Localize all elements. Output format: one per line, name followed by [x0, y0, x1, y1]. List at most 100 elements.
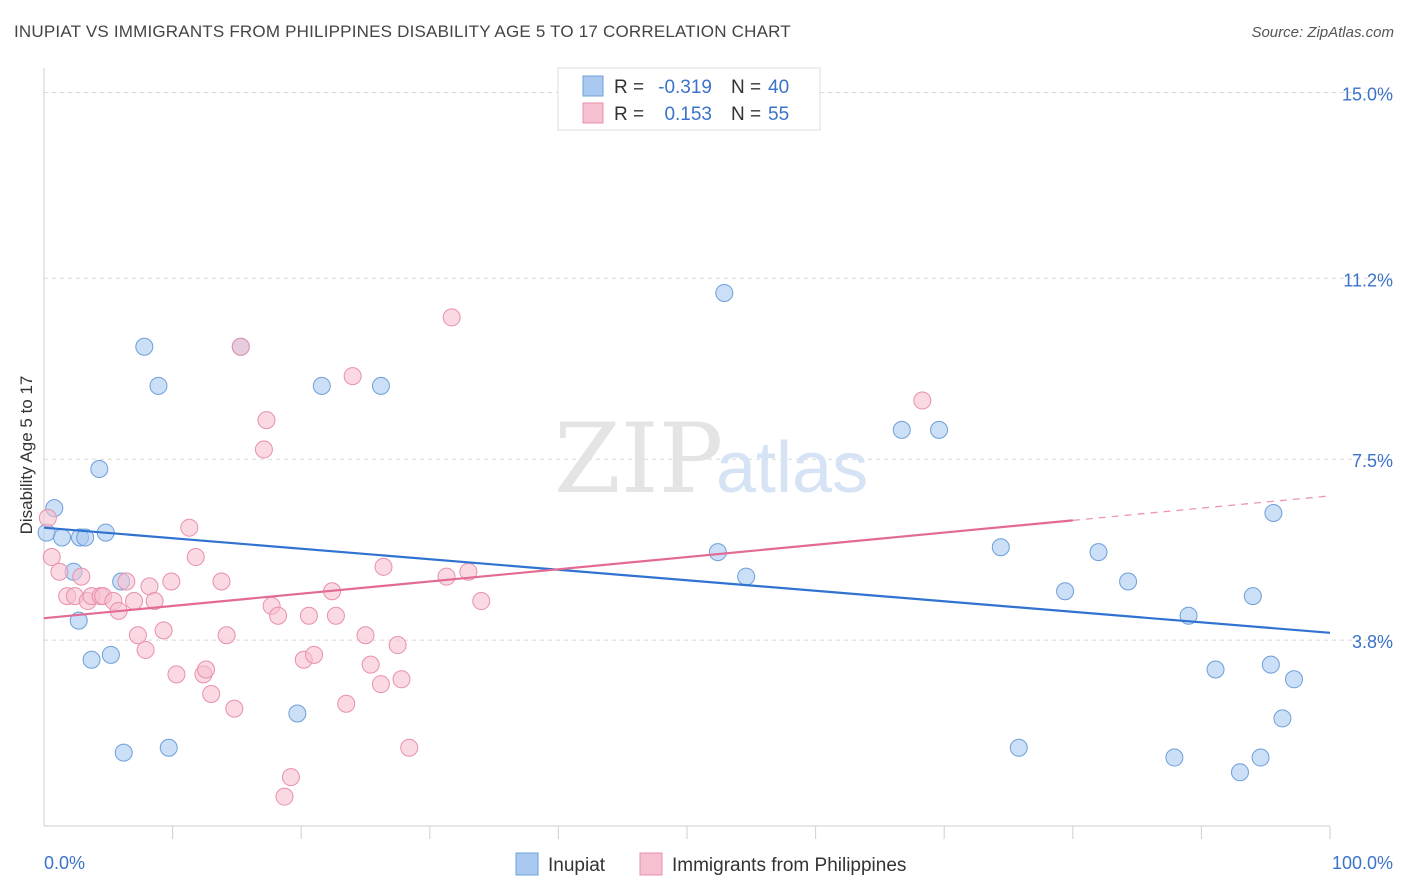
point-inupiat [149, 376, 168, 395]
stats-legend-swatch-inupiat [582, 75, 604, 97]
point-inupiat [1056, 582, 1075, 601]
point-inupiat [737, 567, 756, 586]
point-inupiat [76, 528, 95, 547]
point-inupiat [1284, 670, 1303, 689]
y-tick-label: 3.8% [1352, 632, 1393, 652]
point-inupiat [114, 743, 133, 762]
point-philippines [257, 411, 276, 430]
trend-line-philippines [43, 519, 1073, 620]
point-philippines [38, 508, 57, 527]
point-inupiat [1230, 763, 1249, 782]
stats-legend-r-label-philippines: R = [614, 104, 644, 125]
watermark-zip: ZIP [554, 403, 723, 515]
point-philippines [374, 557, 393, 576]
trend-lines [43, 495, 1331, 634]
point-philippines [388, 636, 407, 655]
point-philippines [231, 337, 250, 356]
point-philippines [913, 391, 932, 410]
point-inupiat [930, 420, 949, 439]
point-inupiat [101, 645, 120, 664]
point-inupiat [1243, 587, 1262, 606]
point-philippines [400, 738, 419, 757]
point-inupiat [1009, 738, 1028, 757]
y-tick-label: 11.2% [1343, 270, 1393, 290]
point-philippines [145, 592, 164, 611]
point-inupiat [312, 376, 331, 395]
point-inupiat [90, 460, 109, 479]
point-inupiat [892, 420, 911, 439]
point-philippines [212, 572, 231, 591]
stats-legend-r-label-inupiat: R = [614, 77, 644, 98]
data-points [37, 283, 1303, 806]
point-philippines [343, 367, 362, 386]
point-philippines [281, 768, 300, 787]
point-inupiat [715, 283, 734, 302]
point-philippines [392, 670, 411, 689]
chart-source: Source: ZipAtlas.com [1251, 24, 1394, 41]
point-inupiat [1089, 543, 1108, 562]
point-inupiat [1264, 504, 1283, 523]
y-tick-label: 15.0% [1342, 84, 1393, 104]
point-philippines [128, 626, 147, 645]
point-inupiat [1119, 572, 1138, 591]
point-inupiat [82, 650, 101, 669]
trend-line-inupiat [43, 526, 1331, 634]
point-philippines [225, 699, 244, 718]
x-tick-label-min: 0.0% [44, 853, 85, 873]
watermark-atlas: atlas [716, 428, 868, 508]
point-inupiat [1273, 709, 1292, 728]
point-philippines [305, 645, 324, 664]
y-tick-label: 7.5% [1352, 451, 1393, 471]
point-philippines [269, 606, 288, 625]
stats-legend-r-value-inupiat: -0.319 [658, 77, 712, 98]
point-inupiat [371, 376, 390, 395]
point-inupiat [135, 337, 154, 356]
stats-legend-n-label-philippines: N = [731, 104, 761, 125]
point-philippines [254, 440, 273, 459]
point-inupiat [1206, 660, 1225, 679]
point-philippines [326, 606, 345, 625]
point-philippines [202, 684, 221, 703]
stats-legend-n-value-philippines: 55 [768, 104, 789, 125]
point-philippines [117, 572, 136, 591]
trend-line-philippines-extension [1072, 495, 1331, 522]
point-inupiat [288, 704, 307, 723]
point-philippines [437, 567, 456, 586]
point-inupiat [1251, 748, 1270, 767]
series-legend: Inupiat Immigrants from Philippines [515, 852, 906, 876]
watermark: ZIP atlas [554, 403, 868, 515]
grid-lines [44, 91, 1392, 641]
point-inupiat [53, 528, 72, 547]
series-legend-swatch-inupiat [515, 852, 539, 876]
point-philippines [50, 562, 69, 581]
y-tick-labels: 3.8% 7.5% 11.2% 15.0% [1342, 84, 1393, 652]
stats-legend: R = -0.319 N = 40 R = 0.153 N = 55 [557, 67, 821, 131]
point-inupiat [708, 543, 727, 562]
point-philippines [180, 518, 199, 537]
point-inupiat [1261, 655, 1280, 674]
series-legend-label-philippines: Immigrants from Philippines [672, 855, 906, 876]
point-philippines [154, 621, 173, 640]
point-philippines [356, 626, 375, 645]
point-philippines [125, 592, 144, 611]
point-philippines [167, 665, 186, 684]
point-philippines [299, 606, 318, 625]
stats-legend-swatch-philippines [582, 102, 604, 124]
point-philippines [472, 592, 491, 611]
x-tick-label-max: 100.0% [1332, 853, 1393, 873]
series-legend-swatch-philippines [639, 852, 663, 876]
stats-legend-n-value-inupiat: 40 [768, 77, 789, 98]
point-philippines [275, 787, 294, 806]
stats-legend-n-label-inupiat: N = [731, 77, 761, 98]
point-philippines [442, 308, 461, 327]
point-philippines [186, 548, 205, 567]
point-philippines [162, 572, 181, 591]
chart-title: INUPIAT VS IMMIGRANTS FROM PHILIPPINES D… [14, 22, 791, 41]
point-philippines [217, 626, 236, 645]
point-philippines [361, 655, 380, 674]
point-inupiat [991, 538, 1010, 557]
point-philippines [72, 567, 91, 586]
stats-legend-r-value-philippines: 0.153 [664, 104, 712, 125]
point-philippines [42, 548, 61, 567]
